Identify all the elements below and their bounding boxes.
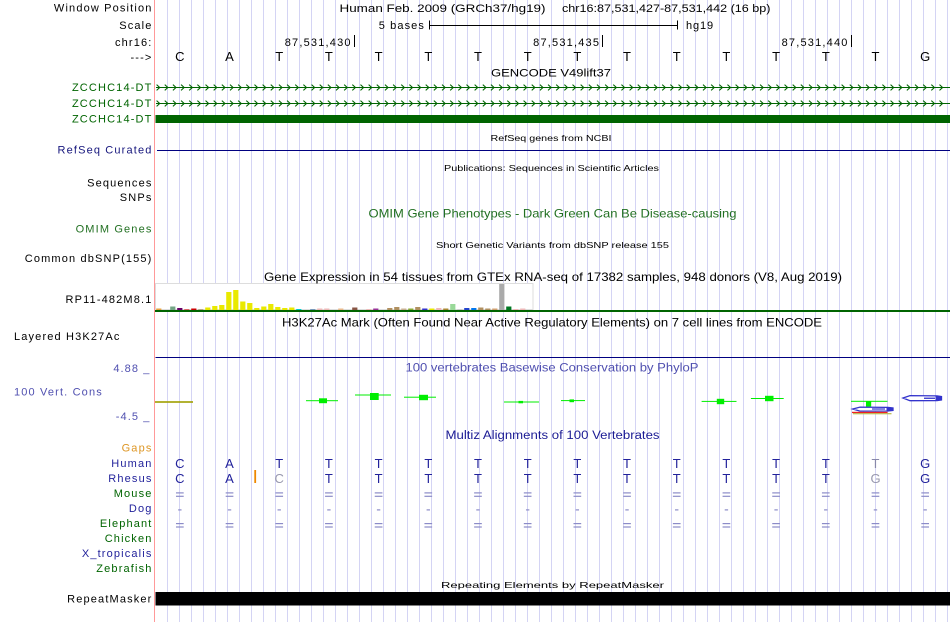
svg-text:T: T	[822, 471, 830, 486]
svg-text:ZCCHC14-DT: ZCCHC14-DT	[72, 98, 153, 110]
svg-text:T: T	[872, 456, 880, 471]
svg-text:C: C	[175, 471, 184, 486]
svg-text:GENCODE V49lift37: GENCODE V49lift37	[491, 68, 611, 80]
svg-text:ZCCHC14-DT: ZCCHC14-DT	[72, 113, 153, 125]
svg-text:T: T	[772, 456, 780, 471]
svg-text:T: T	[673, 471, 681, 486]
svg-text:T: T	[474, 49, 482, 64]
svg-text:T: T	[424, 471, 432, 486]
svg-text:OMIM Genes: OMIM Genes	[76, 224, 153, 236]
svg-text:Sequences: Sequences	[87, 177, 152, 189]
svg-text:T: T	[474, 471, 482, 486]
svg-text:Publications: Sequences in Sci: Publications: Sequences in Scientific Ar…	[444, 163, 659, 173]
svg-text:T: T	[772, 471, 780, 486]
svg-text:Rhesus: Rhesus	[108, 473, 152, 485]
svg-text:A: A	[225, 49, 234, 64]
svg-text:T: T	[772, 49, 780, 64]
svg-text:T: T	[474, 456, 482, 471]
svg-text:T: T	[524, 456, 532, 471]
svg-text:4.88 _: 4.88 _	[113, 363, 150, 375]
svg-text:-4.5 _: -4.5 _	[116, 411, 151, 423]
svg-text:87,531,435: 87,531,435	[533, 37, 600, 49]
svg-text:T: T	[524, 49, 532, 64]
svg-text:C: C	[275, 471, 284, 486]
svg-text:G: G	[920, 49, 930, 64]
svg-text:T: T	[872, 49, 880, 64]
svg-text:T: T	[275, 456, 283, 471]
svg-text:T: T	[275, 49, 283, 64]
svg-text:Window Position: Window Position	[54, 3, 153, 15]
svg-text:T: T	[623, 471, 631, 486]
svg-text:Gene Expression in 54 tissues: Gene Expression in 54 tissues from GTEx …	[264, 270, 842, 284]
svg-text:Scale: Scale	[119, 20, 152, 32]
svg-text:Common dbSNP(155): Common dbSNP(155)	[25, 253, 153, 265]
svg-text:T: T	[325, 49, 333, 64]
svg-text:100 Vert. Cons: 100 Vert. Cons	[14, 387, 103, 399]
svg-text:C: C	[175, 456, 184, 471]
svg-text:X_tropicalis: X_tropicalis	[82, 548, 153, 560]
svg-text:T: T	[325, 456, 333, 471]
svg-text:A: A	[225, 456, 234, 471]
svg-text:RefSeq genes from NCBI: RefSeq genes from NCBI	[491, 133, 612, 143]
svg-text:T: T	[524, 471, 532, 486]
svg-text:G: G	[870, 471, 880, 486]
svg-text:Zebrafish: Zebrafish	[96, 563, 152, 575]
svg-text:chr16:87,531,427-87,531,442 (1: chr16:87,531,427-87,531,442 (16 bp)	[562, 3, 771, 15]
svg-text:T: T	[722, 456, 730, 471]
svg-text:hg19: hg19	[686, 20, 714, 32]
svg-text:OMIM Gene Phenotypes - Dark Gr: OMIM Gene Phenotypes - Dark Green Can Be…	[369, 207, 737, 221]
svg-text:T: T	[375, 471, 383, 486]
svg-text:Elephant: Elephant	[100, 518, 153, 530]
svg-text:ZCCHC14-DT: ZCCHC14-DT	[72, 82, 153, 94]
svg-text:Repeating Elements by RepeatMa: Repeating Elements by RepeatMasker	[441, 580, 664, 590]
svg-text:Short Genetic Variants from db: Short Genetic Variants from dbSNP releas…	[436, 240, 669, 250]
svg-text:T: T	[722, 49, 730, 64]
svg-text:T: T	[325, 471, 333, 486]
svg-text:RefSeq Curated: RefSeq Curated	[58, 145, 153, 157]
svg-text:Human: Human	[111, 458, 152, 470]
svg-text:100 vertebrates Basewise Conse: 100 vertebrates Basewise Conservation by…	[406, 363, 699, 375]
svg-text:G: G	[920, 471, 930, 486]
svg-text:T: T	[375, 49, 383, 64]
svg-text:87,531,430: 87,531,430	[285, 37, 352, 49]
svg-text:Chicken: Chicken	[105, 533, 153, 545]
svg-text:SNPs: SNPs	[120, 192, 153, 204]
svg-text:chr16:: chr16:	[115, 37, 152, 49]
svg-text:T: T	[822, 49, 830, 64]
svg-text:H3K27Ac Mark (Often Found Near: H3K27Ac Mark (Often Found Near Active Re…	[282, 315, 822, 329]
svg-text:Human Feb. 2009 (GRCh37/hg19): Human Feb. 2009 (GRCh37/hg19)	[340, 3, 546, 15]
svg-text:T: T	[573, 471, 581, 486]
svg-text:--->: --->	[130, 52, 152, 64]
svg-text:T: T	[673, 49, 681, 64]
svg-text:T: T	[375, 456, 383, 471]
svg-text:C: C	[175, 49, 184, 64]
svg-text:T: T	[722, 471, 730, 486]
svg-text:T: T	[673, 456, 681, 471]
svg-text:T: T	[822, 456, 830, 471]
svg-text:RP11-482M8.1: RP11-482M8.1	[66, 294, 153, 306]
svg-text:T: T	[623, 456, 631, 471]
svg-text:T: T	[573, 456, 581, 471]
svg-text:Multiz Alignments of 100 Verte: Multiz Alignments of 100 Vertebrates	[446, 430, 660, 442]
svg-text:Gaps: Gaps	[122, 443, 153, 455]
svg-text:87,531,440: 87,531,440	[782, 37, 849, 49]
svg-text:G: G	[920, 456, 930, 471]
svg-text:A: A	[225, 471, 234, 486]
svg-text:RepeatMasker: RepeatMasker	[67, 594, 152, 606]
svg-text:T: T	[573, 49, 581, 64]
svg-text:Layered H3K27Ac: Layered H3K27Ac	[14, 331, 121, 343]
svg-text:5 bases: 5 bases	[379, 20, 425, 32]
svg-text:T: T	[424, 49, 432, 64]
svg-text:T: T	[424, 456, 432, 471]
svg-text:Dog: Dog	[129, 503, 153, 515]
svg-text:Mouse: Mouse	[114, 488, 153, 500]
svg-text:T: T	[623, 49, 631, 64]
